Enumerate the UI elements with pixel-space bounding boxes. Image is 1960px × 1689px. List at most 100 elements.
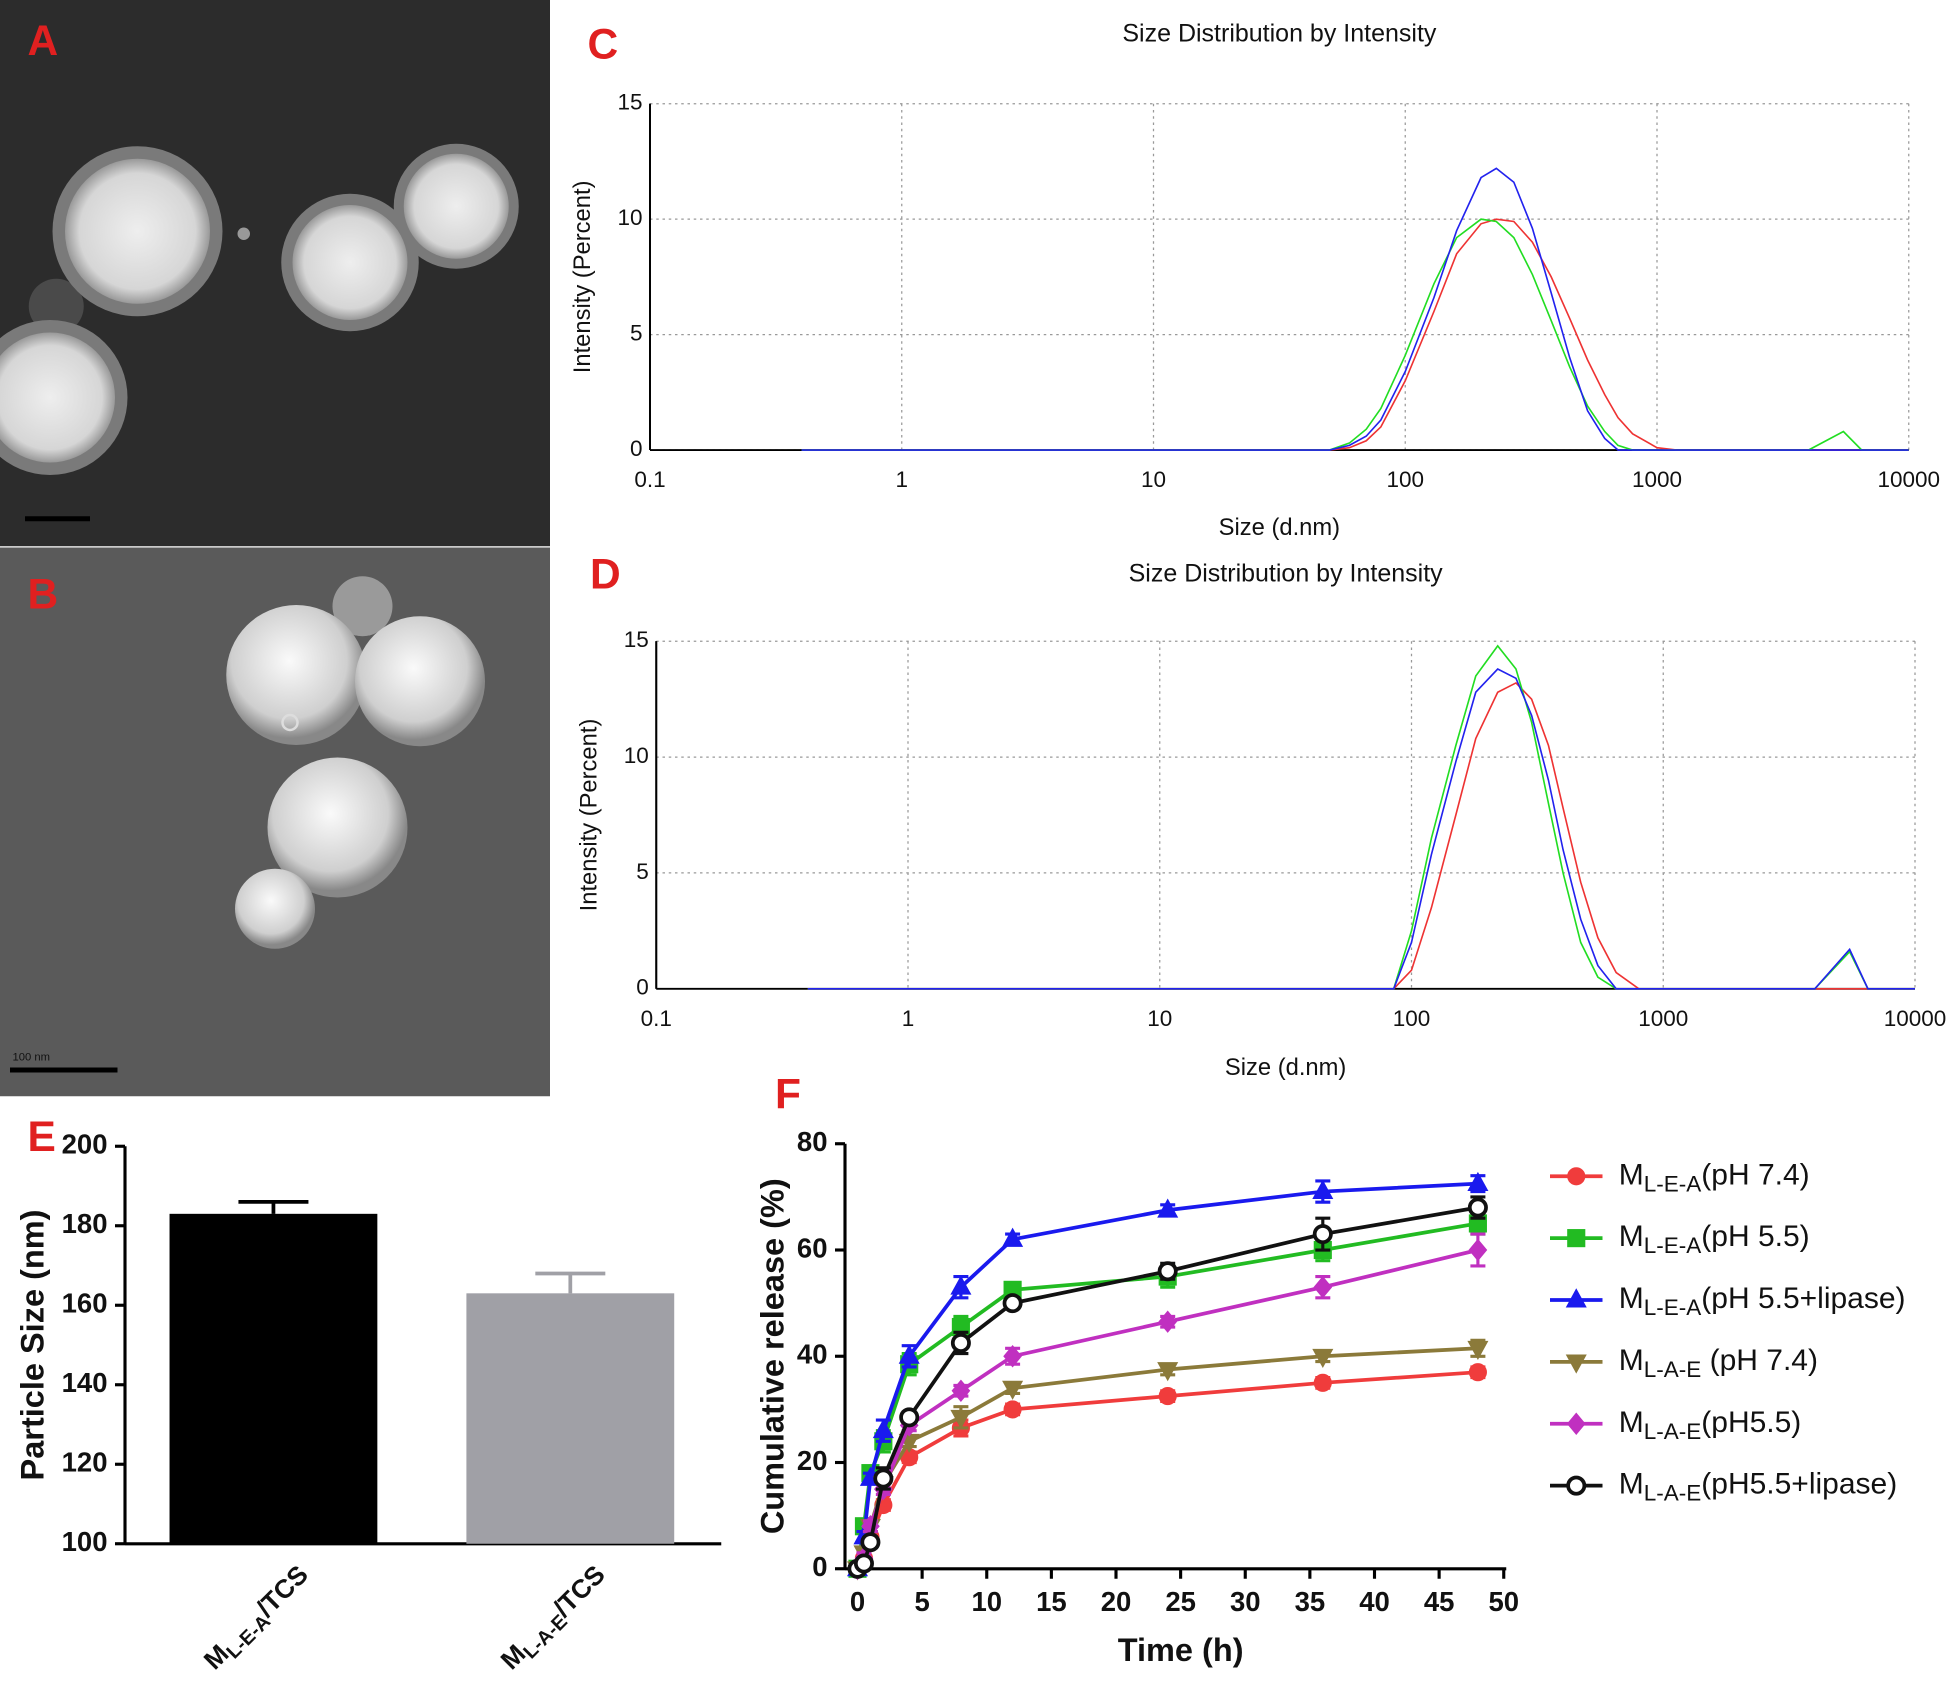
error-bar [238, 1200, 309, 1214]
x-tick-label: 5 [914, 1586, 929, 1617]
marker [950, 1409, 972, 1430]
marker [1312, 1348, 1334, 1368]
x-tick-label: 15 [1036, 1586, 1067, 1617]
marker [1157, 1261, 1178, 1282]
tem-image-a [0, 0, 550, 547]
y-tick-label: 120 [62, 1447, 108, 1478]
scale-bar-label: 100 nm [13, 1051, 51, 1063]
marker [873, 1468, 894, 1489]
label-part: M [1619, 1220, 1644, 1253]
marker [1467, 1197, 1488, 1218]
series-line [801, 167, 1909, 451]
x-tick-label: 20 [1101, 1586, 1132, 1617]
y-tick-label: 0 [636, 975, 649, 1000]
label-part: (pH 5.5) [1701, 1220, 1809, 1253]
series-line [801, 218, 1909, 451]
x-tick-label: 1000 [1638, 1006, 1688, 1031]
panel-label: D [590, 552, 621, 599]
y-axis-label: Particle Size (nm) [15, 1210, 51, 1481]
x-tick-label: 10 [1147, 1006, 1172, 1031]
y-tick-label: 60 [797, 1232, 828, 1263]
x-tick-label: 1 [902, 1006, 915, 1031]
marker [1158, 1310, 1178, 1333]
x-tick-label: 100 [1386, 467, 1424, 492]
legend-label: ML-E-A(pH 7.4) [1619, 1158, 1810, 1196]
y-axis-label: Intensity (Percent) [569, 181, 596, 374]
marker [1157, 1198, 1179, 1218]
series-line [855, 1248, 1479, 1570]
legend-marker [1567, 1167, 1586, 1186]
label-part: (pH5.5) [1701, 1406, 1801, 1439]
label-part: L-A-E [1644, 1419, 1702, 1444]
marker [950, 1332, 971, 1353]
y-tick-label: 5 [636, 859, 649, 884]
x-tick-label: 1 [895, 467, 908, 492]
legend-marker [1565, 1288, 1587, 1308]
legend-label: ML-E-A(pH 5.5) [1619, 1220, 1810, 1258]
panel-label: E [28, 1114, 56, 1161]
marker [1002, 1293, 1023, 1314]
label-part: M [1619, 1406, 1644, 1439]
y-tick-label: 15 [617, 90, 642, 115]
label-part: L-A-E [1644, 1481, 1702, 1506]
label-part: (pH5.5+lipase) [1701, 1468, 1897, 1501]
label-part: M [1619, 1468, 1644, 1501]
x-tick-label: ML-E-A/TCS [198, 1559, 318, 1679]
chart: Particle Size (nm) 100 120 140 160 180 200 ML-E… [15, 1129, 722, 1679]
y-tick-label: 5 [630, 321, 643, 346]
marker [899, 1407, 920, 1428]
marker [1312, 1179, 1334, 1200]
x-tick-label: 40 [1359, 1586, 1390, 1617]
label-part: L-E-A [1644, 1295, 1702, 1320]
label-part: M [1619, 1282, 1644, 1315]
marker [898, 1344, 920, 1364]
y-tick-label: 0 [630, 436, 643, 461]
marker [1312, 1224, 1333, 1245]
y-tick-label: 40 [797, 1339, 828, 1370]
label-part: (pH 5.5+lipase) [1701, 1282, 1905, 1315]
marker [1158, 1387, 1177, 1406]
marker [853, 1553, 874, 1574]
x-tick-label: 100 [1393, 1006, 1431, 1031]
panel-label: A [28, 18, 59, 65]
x-tick-label: 30 [1230, 1586, 1261, 1617]
marker [1313, 1373, 1332, 1392]
x-axis-label: Size (d.nm) [1219, 514, 1340, 541]
y-tick-label: 20 [797, 1445, 828, 1476]
x-axis-label: Size (d.nm) [1225, 1054, 1346, 1081]
x-axis-label: Time (h) [1118, 1632, 1244, 1668]
legend-marker [1567, 1229, 1586, 1248]
label-part: (pH 7.4) [1701, 1158, 1809, 1191]
marker [1467, 1340, 1489, 1360]
label-part: L-E-A [1644, 1171, 1702, 1196]
legend-label: ML-A-E(pH5.5) [1619, 1406, 1802, 1444]
series-line [856, 1205, 1479, 1571]
marker [1002, 1227, 1024, 1247]
series-line [855, 1346, 1478, 1570]
x-tick-label: 10000 [1884, 1006, 1947, 1031]
marker [1313, 1275, 1333, 1299]
label-part: L-E-A [1644, 1233, 1702, 1258]
marker [1467, 1171, 1489, 1192]
panel-label: F [775, 1072, 801, 1119]
label-part: (pH 7.4) [1701, 1344, 1818, 1377]
y-tick-label: 100 [62, 1526, 108, 1557]
x-tick-label: 25 [1165, 1586, 1196, 1617]
y-tick-label: 80 [797, 1126, 828, 1157]
bar [466, 1293, 675, 1544]
y-axis-label: Intensity (Percent) [575, 719, 602, 912]
series-line [801, 218, 1909, 451]
panel-label: B [28, 572, 59, 619]
y-tick-label: 200 [62, 1129, 108, 1160]
series-line [807, 668, 1915, 990]
x-tick-label: 10000 [1877, 467, 1940, 492]
bar [169, 1213, 378, 1544]
y-tick-label: 10 [617, 205, 642, 230]
panel-label: C [588, 22, 619, 69]
chart: Time (h) Cumulative release (%) 0 20 40 60 80 0… [755, 1126, 1906, 1668]
x-tick-label: ML-A-E/TCS [495, 1559, 615, 1679]
marker [1003, 1400, 1022, 1419]
x-tick-label: 10 [1141, 467, 1166, 492]
marker [951, 1379, 971, 1402]
y-tick-label: 10 [624, 743, 649, 768]
